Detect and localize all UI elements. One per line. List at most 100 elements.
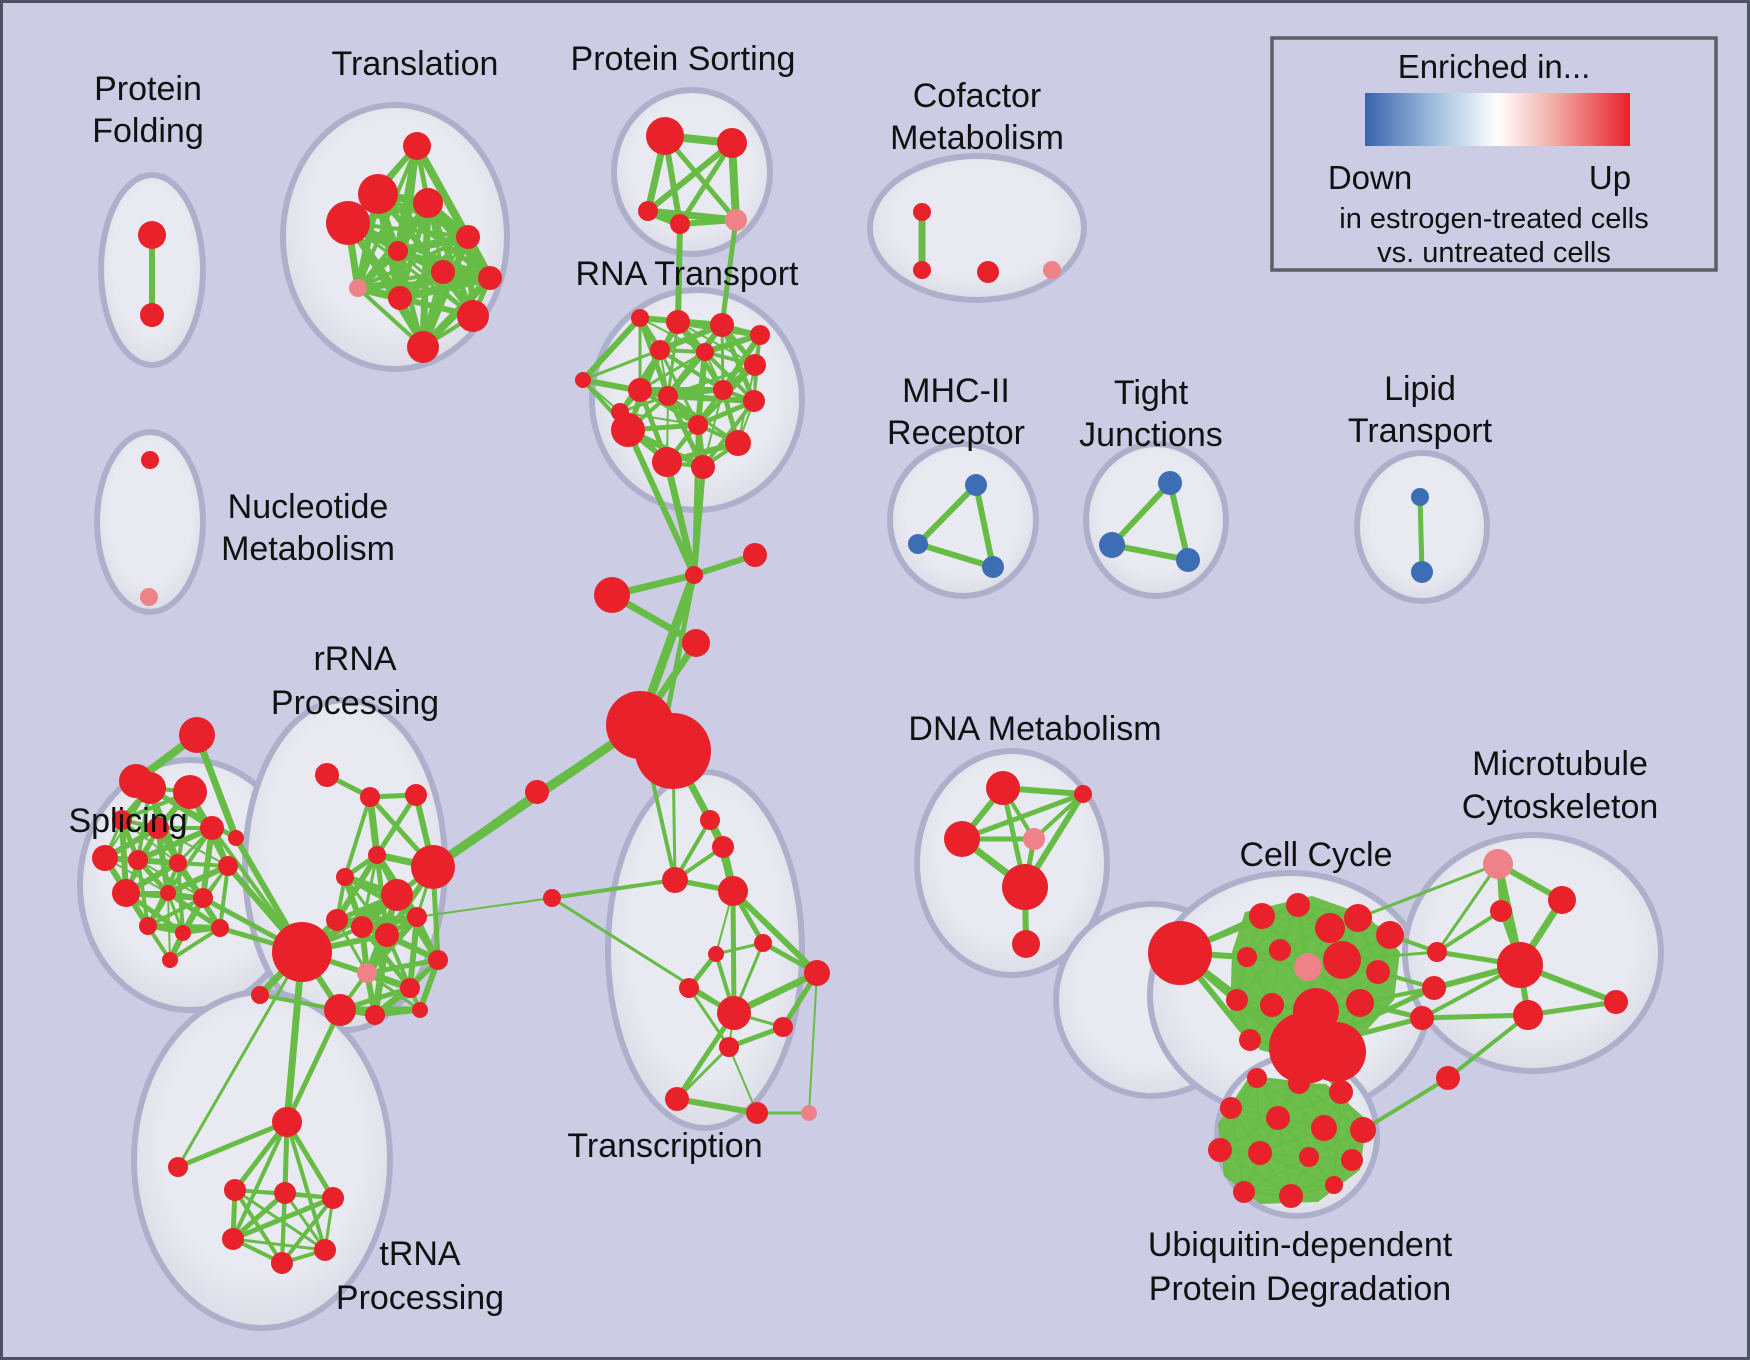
gene-set-node xyxy=(412,1002,428,1018)
gene-set-node xyxy=(986,771,1020,805)
gene-set-node xyxy=(804,960,830,986)
edge xyxy=(1361,1076,1450,1132)
gene-set-node xyxy=(1237,947,1257,967)
gene-set-node xyxy=(1043,261,1061,279)
legend-down-label: Down xyxy=(1328,159,1412,196)
edge xyxy=(232,1195,334,1242)
gene-set-node xyxy=(913,203,931,221)
cluster-label-rrna-processing: rRNA xyxy=(313,640,396,678)
gene-set-node xyxy=(1279,1184,1303,1208)
gene-set-node xyxy=(1411,488,1429,506)
gene-set-node xyxy=(670,214,690,234)
edge xyxy=(399,274,491,302)
gene-set-node xyxy=(274,1182,296,1204)
gene-set-node xyxy=(428,950,448,970)
edge xyxy=(663,461,698,576)
edge xyxy=(1298,1081,1364,1132)
gene-set-node xyxy=(388,286,412,310)
gene-set-node xyxy=(717,128,747,158)
edge xyxy=(147,896,204,928)
gene-set-node xyxy=(688,415,708,435)
gene-set-node xyxy=(1366,960,1390,984)
gene-set-node xyxy=(173,775,207,809)
cluster-label-protein-folding: Folding xyxy=(92,112,204,150)
gene-set-node xyxy=(635,713,711,789)
gene-set-node xyxy=(314,1239,336,1261)
gene-set-node xyxy=(773,1017,793,1037)
edge xyxy=(582,348,661,382)
edge xyxy=(1298,1082,1310,1158)
cluster-label-microtubule-cytoskeleton: Microtubule xyxy=(1472,745,1648,783)
gene-set-node xyxy=(712,836,734,858)
edge xyxy=(177,1119,288,1170)
edge xyxy=(232,1237,326,1252)
cluster-label-transcription: Transcription xyxy=(567,1127,762,1165)
gene-set-node xyxy=(1220,1097,1242,1119)
edge xyxy=(168,926,222,962)
edge xyxy=(280,1196,335,1265)
gene-set-node xyxy=(375,923,399,947)
gene-set-node xyxy=(1239,1029,1261,1051)
gene-set-node xyxy=(138,221,166,249)
gene-set-node xyxy=(1294,953,1322,981)
gene-set-node xyxy=(381,879,413,911)
gene-set-node xyxy=(324,994,356,1026)
gene-set-node xyxy=(1311,1115,1337,1141)
gene-set-node xyxy=(743,390,765,412)
gene-set-node xyxy=(1411,561,1433,583)
gene-set-node xyxy=(140,303,164,327)
gene-set-node xyxy=(696,343,714,361)
edge xyxy=(1446,1013,1530,1080)
gene-set-node xyxy=(719,1037,739,1057)
gene-set-node xyxy=(140,588,158,606)
edge xyxy=(231,1121,289,1240)
gene-set-node xyxy=(1346,989,1374,1017)
gene-set-node xyxy=(1208,1138,1232,1162)
edge xyxy=(701,399,756,469)
gene-set-node xyxy=(718,876,748,906)
cluster-label-nucleotide-metabolism: Nucleotide xyxy=(228,488,389,526)
gene-set-node xyxy=(1023,828,1045,850)
edge xyxy=(334,853,380,922)
edge xyxy=(675,1045,731,1101)
cluster-label-trna-processing: tRNA xyxy=(379,1235,461,1273)
gene-set-node xyxy=(388,241,408,261)
gene-set-node xyxy=(431,260,455,284)
gene-set-node xyxy=(456,225,480,249)
edge xyxy=(176,951,304,1168)
edge xyxy=(285,1121,327,1251)
edge xyxy=(193,733,240,840)
gene-set-node xyxy=(128,850,148,870)
edge xyxy=(1435,909,1503,954)
gene-set-node xyxy=(405,784,427,806)
gene-set-node xyxy=(349,279,367,297)
gene-set-node xyxy=(1099,532,1125,558)
gene-set-node xyxy=(1329,1080,1353,1104)
gene-set-node xyxy=(193,888,213,908)
edge xyxy=(973,484,996,568)
gene-set-node xyxy=(407,331,439,363)
gene-set-node xyxy=(365,1005,385,1025)
gene-set-node xyxy=(1286,893,1310,917)
gene-set-node xyxy=(1376,921,1404,949)
edge xyxy=(730,888,820,976)
gene-set-node xyxy=(1604,990,1628,1014)
cluster-label-cofactor-metabolism: Metabolism xyxy=(890,119,1064,157)
edge xyxy=(1246,904,1299,958)
gene-set-node xyxy=(1344,904,1372,932)
gene-set-node xyxy=(611,413,645,447)
cluster-label-tight-junctions: Tight xyxy=(1114,374,1189,412)
gene-set-node xyxy=(977,261,999,283)
gene-set-node xyxy=(744,354,766,376)
cluster-label-tight-junctions: Junctions xyxy=(1079,416,1223,454)
edge xyxy=(284,1008,343,1124)
gene-set-node xyxy=(713,380,733,400)
gene-set-node xyxy=(1226,989,1248,1011)
gene-set-node xyxy=(658,386,678,406)
gene-set-node xyxy=(700,810,720,830)
gene-set-node xyxy=(1315,913,1345,943)
gene-set-node xyxy=(710,313,734,337)
gene-set-node xyxy=(1497,942,1543,988)
gene-set-node xyxy=(725,209,747,231)
